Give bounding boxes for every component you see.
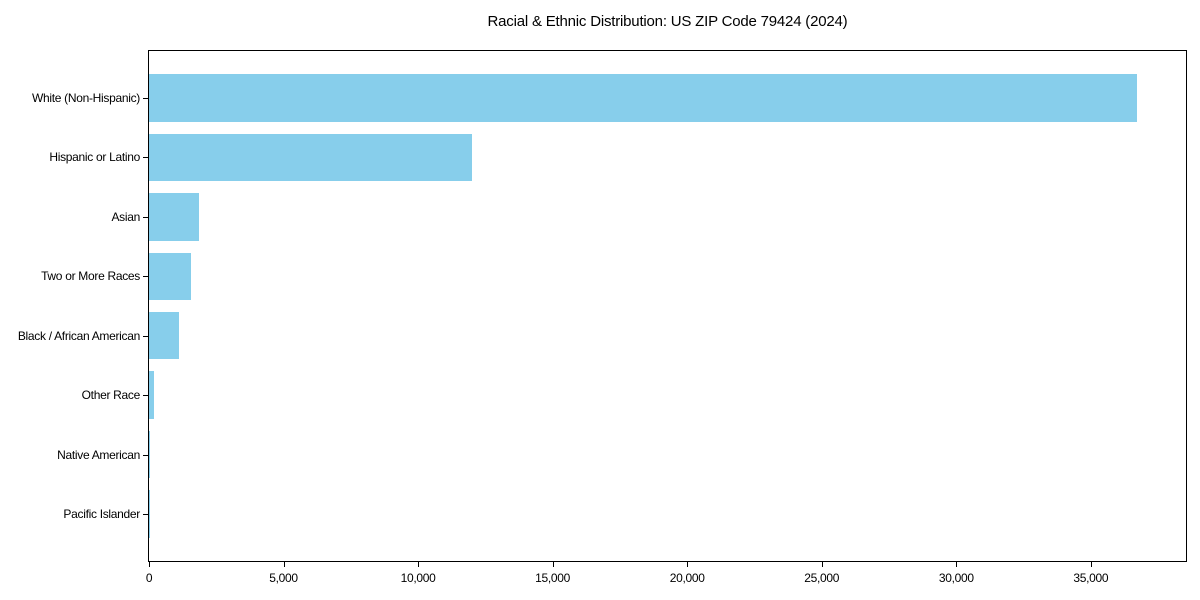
x-tick-label: 10,000	[400, 571, 436, 585]
y-axis-label: White (Non-Hispanic)	[31, 91, 140, 105]
x-tick-mark	[552, 562, 554, 567]
x-tick-label: 15,000	[535, 571, 571, 585]
x-tick-label: 0	[145, 571, 153, 585]
x-tick-mark	[821, 562, 823, 567]
x-tick-mark	[149, 562, 150, 567]
x-tick-mark	[687, 562, 689, 567]
y-axis-label: Native American	[57, 447, 140, 462]
y-axis-label: Pacific Islander	[63, 507, 140, 521]
y-tick-mark	[143, 454, 148, 456]
y-tick-mark	[143, 216, 148, 218]
bar-asian	[149, 193, 200, 241]
chart-title: Racial & Ethnic Distribution: US ZIP Cod…	[487, 13, 848, 30]
x-tick-label: 35,000	[1073, 571, 1109, 585]
plot-area	[148, 50, 1187, 562]
y-tick-mark	[143, 514, 148, 515]
y-axis-label: Black / African American	[17, 328, 140, 343]
bar-other-race	[149, 371, 154, 419]
y-tick-mark	[143, 395, 148, 397]
bar-black-african-american	[149, 311, 180, 360]
bar-two-or-more-races	[149, 252, 192, 301]
y-tick-mark	[143, 276, 148, 278]
x-tick-label: 5,000	[269, 571, 298, 585]
y-axis-label: Other Race	[81, 388, 141, 403]
x-tick-mark	[956, 562, 958, 567]
bar-native-american	[149, 430, 151, 479]
y-tick-mark	[143, 335, 148, 337]
y-tick-mark	[143, 98, 148, 99]
y-axis-label: Two or More Races	[41, 269, 140, 284]
y-tick-mark	[143, 157, 148, 159]
x-tick-label: 30,000	[938, 571, 974, 585]
x-tick-label: 25,000	[804, 571, 840, 585]
y-axis-label: Hispanic or Latino	[49, 150, 140, 165]
bar-hispanic-or-latino	[149, 133, 472, 182]
bar-white-non-hispanic	[149, 74, 1137, 122]
x-tick-mark	[418, 562, 420, 567]
x-tick-mark	[1090, 562, 1092, 567]
x-tick-label: 20,000	[669, 571, 705, 585]
y-axis-label: Asian	[111, 209, 140, 224]
x-tick-mark	[283, 562, 285, 567]
